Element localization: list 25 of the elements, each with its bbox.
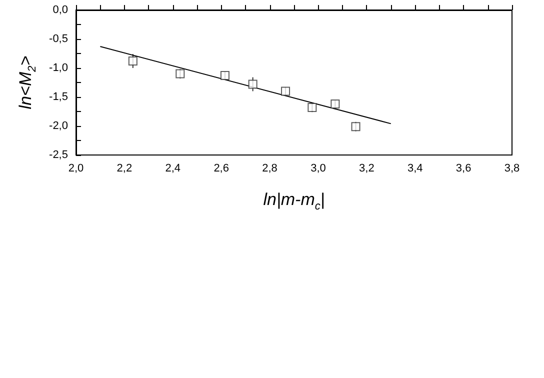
x-tick-label: 3,2	[359, 162, 374, 174]
point	[351, 122, 360, 132]
x-tick-label: 2,2	[116, 162, 132, 174]
y-tick-label: -1,0	[49, 62, 68, 74]
y-tick-label: 0,0	[52, 4, 68, 16]
y-tick-label: -1,5	[49, 91, 68, 103]
x-tick-label: 3,0	[310, 162, 326, 174]
x-tick-label: 2,4	[165, 162, 181, 174]
y-tick-label: -2,0	[49, 120, 68, 132]
point	[176, 69, 185, 78]
x-tick-label: 3,8	[504, 162, 520, 174]
point	[308, 102, 317, 112]
point	[220, 71, 230, 80]
y-tick-label: -0,5	[49, 33, 68, 45]
x-tick-label: 2,8	[262, 162, 278, 174]
point	[281, 86, 290, 96]
y-axis-title: ln<M2>	[16, 56, 38, 110]
y-tick-label: -2,5	[49, 149, 68, 161]
x-tick-label: 3,4	[407, 162, 423, 174]
x-tick-label: 3,6	[456, 162, 472, 174]
point	[330, 99, 340, 108]
x-tick-label: 2,6	[214, 162, 229, 174]
x-tick-label: 2,0	[68, 162, 84, 174]
point	[248, 80, 258, 89]
point	[128, 56, 138, 66]
